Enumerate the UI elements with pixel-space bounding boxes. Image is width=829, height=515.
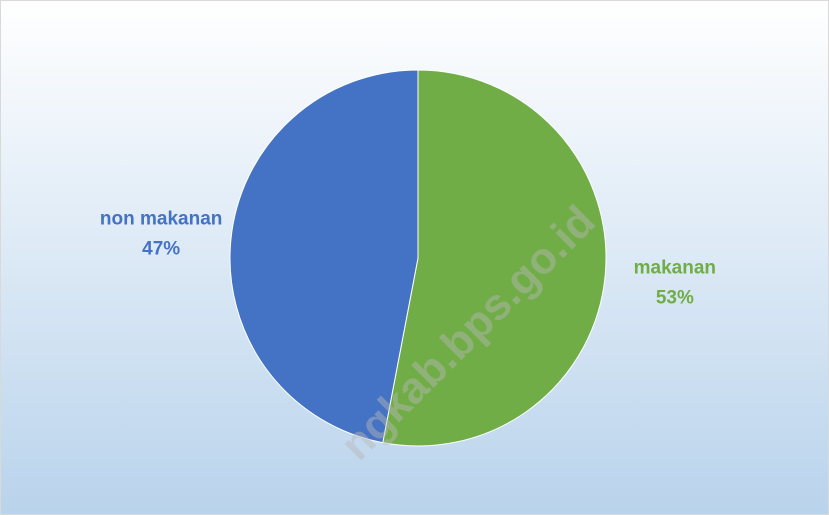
labels: makanan 53% non makanan 47% <box>100 209 716 309</box>
pie-slice <box>382 69 607 447</box>
pie <box>229 69 607 447</box>
category-label: non makanan <box>100 209 222 230</box>
pie-slice <box>229 69 419 444</box>
value-label: 47% <box>142 239 180 260</box>
value-label: 53% <box>656 287 694 308</box>
category-label: makanan <box>634 257 716 278</box>
